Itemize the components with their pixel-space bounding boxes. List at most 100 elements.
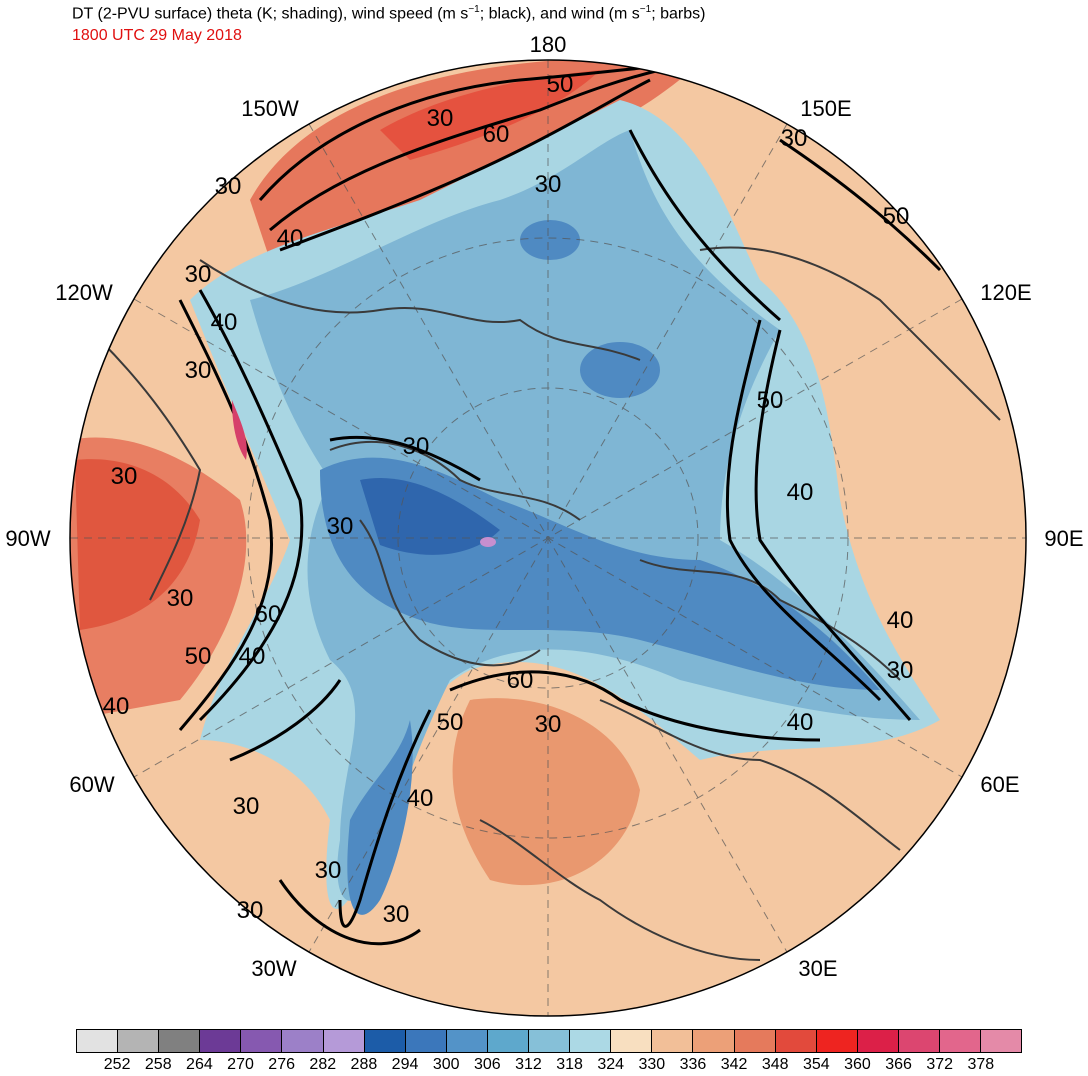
colorbar-tick-label: 342 (720, 1056, 748, 1073)
contour-label: 30 (185, 261, 212, 288)
polar-vortex (250, 130, 920, 901)
colorbar-swatch (364, 1030, 406, 1052)
contour-label: 30 (167, 585, 194, 612)
colorbar-tick-label: 300 (432, 1056, 460, 1073)
colorbar-tick-label: 372 (926, 1056, 954, 1073)
contour-label: 60 (483, 121, 510, 148)
colorbar-swatch (652, 1030, 694, 1052)
contour-label: 30 (887, 657, 914, 684)
contour-label: 40 (103, 693, 130, 720)
colorbar-tick-label: 282 (309, 1056, 337, 1073)
contour-label: 30 (403, 433, 430, 460)
hot-north-america (75, 459, 200, 630)
colorbar-swatch (529, 1030, 571, 1052)
colorbar-tick-label: 258 (144, 1056, 172, 1073)
colorbar-swatch (611, 1030, 653, 1052)
contour-label: 30 (315, 857, 342, 884)
colorbar-swatch (734, 1030, 776, 1052)
map-border (69, 59, 1027, 1017)
contour-label: 30 (185, 357, 212, 384)
lon-label-30w: 30W (251, 956, 296, 981)
colorbar-swatch (241, 1030, 283, 1052)
colorbar-tick-label: 354 (802, 1056, 830, 1073)
colorbar-swatch (857, 1030, 899, 1052)
colorbar-swatch (981, 1030, 1022, 1052)
colorbar-swatch (323, 1030, 365, 1052)
colorbar-swatch (775, 1030, 817, 1052)
contour-label: 40 (277, 225, 304, 252)
hot-pacific (380, 70, 600, 160)
contour-label: 30 (781, 125, 808, 152)
colorbar-tick-label: 318 (556, 1056, 583, 1073)
colorbar (76, 1029, 1022, 1053)
contour-label: 30 (233, 793, 260, 820)
contour-label: 30 (535, 171, 562, 198)
lon-label-90e: 90E (1044, 526, 1083, 551)
colorbar-tick-label: 330 (638, 1056, 666, 1073)
contour-label: 30 (427, 105, 454, 132)
contour-label: 40 (887, 607, 914, 634)
contour-label: 30 (383, 901, 410, 928)
contour-label: 50 (185, 643, 212, 670)
contour-label: 30 (535, 711, 562, 738)
wind-speed-contours (178, 62, 942, 946)
colorbar-tick-label: 348 (761, 1056, 789, 1073)
colorbar-swatch (939, 1030, 982, 1052)
magenta-band (232, 400, 247, 460)
vortex-blob-north (520, 220, 580, 260)
contour-labels: 50 30 60 30 30 30 40 50 30 40 30 50 30 3… (103, 71, 914, 928)
colorbar-tick-label: 252 (103, 1056, 131, 1073)
lon-label-180: 180 (530, 32, 567, 57)
lon-label-150e: 150E (800, 96, 851, 121)
contour-label: 40 (407, 785, 434, 812)
colorbar-tick-label: 378 (967, 1056, 995, 1073)
pink-spot (480, 537, 496, 547)
contour-label: 60 (507, 667, 534, 694)
colorbar-swatch (77, 1030, 119, 1052)
contour-label: 40 (239, 643, 266, 670)
colorbar-tick-label: 312 (515, 1056, 542, 1073)
polar-map: 180 0 150W 120W 90W 60W 30W 150E 120E 90… (5, 32, 1083, 1020)
valid-time: 1800 UTC 29 May 2018 (72, 27, 242, 44)
lon-label-60w: 60W (69, 772, 114, 797)
colorbar-swatch (570, 1030, 612, 1052)
colorbar-swatch (118, 1030, 160, 1052)
contour-label: 40 (211, 309, 238, 336)
contour-label: 50 (547, 71, 574, 98)
colorbar-swatch (816, 1030, 858, 1052)
lon-label-120w: 120W (55, 280, 113, 305)
contour-label: 50 (757, 387, 784, 414)
contour-label: 40 (787, 709, 814, 736)
colorbar-tick-label: 294 (391, 1056, 419, 1073)
contour-label: 50 (883, 203, 910, 230)
colorbar-swatch (446, 1030, 488, 1052)
colorbar-tick-label: 366 (885, 1056, 912, 1073)
greenland-tongue (347, 720, 413, 915)
colorbar-tick-label: 264 (186, 1056, 213, 1073)
contour-label: 30 (237, 897, 264, 924)
contour-label: 30 (111, 463, 138, 490)
colorbar-tick-label: 360 (844, 1056, 871, 1073)
colorbar-swatch (200, 1030, 242, 1052)
lon-label-90w: 90W (5, 526, 50, 551)
coastlines (99, 246, 1001, 961)
colorbar-tick-label: 324 (597, 1056, 625, 1073)
colorbar-tick-label: 306 (473, 1056, 501, 1073)
figure-title: DT (2-PVU surface) theta (K; shading), w… (72, 4, 706, 23)
vortex-blob-east (580, 342, 660, 398)
colorbar-tick-label: 336 (679, 1056, 707, 1073)
colorbar-tick-label: 270 (227, 1056, 254, 1073)
colorbar-swatch (898, 1030, 940, 1052)
graticule (70, 60, 1026, 1016)
colorbar-tick-label: 288 (350, 1056, 378, 1073)
colorbar-swatch (693, 1030, 735, 1052)
vortex-deep (360, 478, 500, 555)
warm-pacific (250, 60, 700, 260)
lon-label-0: 0 (542, 1016, 554, 1020)
contour-label: 30 (327, 513, 354, 540)
lon-label-120e: 120E (980, 280, 1031, 305)
lon-label-60e: 60E (980, 772, 1019, 797)
colorbar-swatch (282, 1030, 324, 1052)
lon-label-150w: 150W (241, 96, 299, 121)
contour-label: 30 (215, 173, 242, 200)
